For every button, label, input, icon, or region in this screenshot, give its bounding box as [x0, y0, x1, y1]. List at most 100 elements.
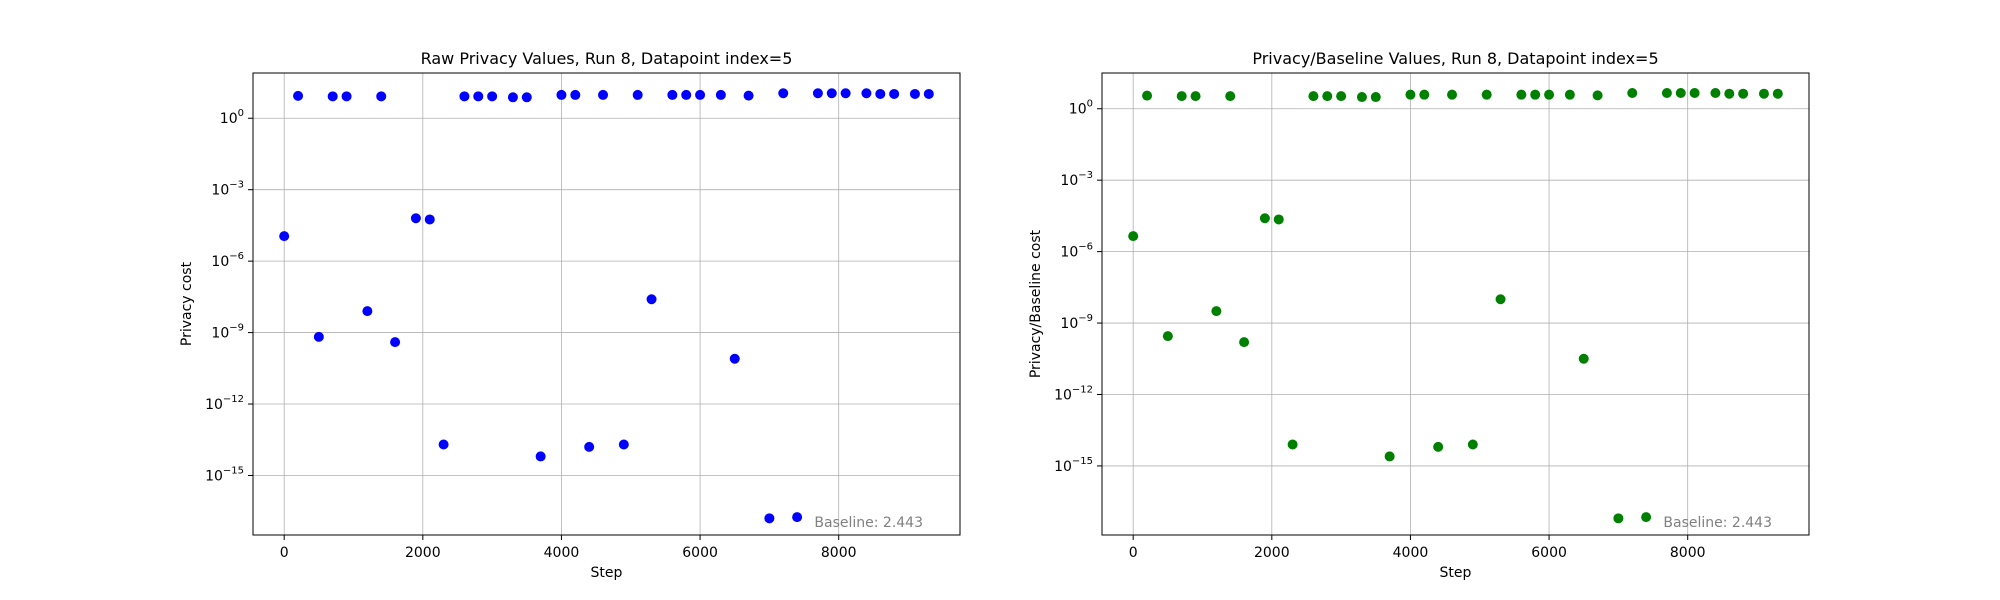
plot-frame	[1101, 72, 1810, 536]
data-point	[1384, 451, 1395, 462]
data-point	[667, 89, 678, 100]
data-point	[1467, 439, 1478, 450]
data-point	[362, 306, 373, 317]
data-point	[826, 88, 837, 99]
data-point	[923, 88, 934, 99]
baseline-annotation: Baseline: 2.443	[814, 515, 923, 531]
data-point	[1661, 88, 1672, 99]
data-point	[424, 214, 435, 225]
data-point	[1433, 441, 1444, 452]
data-point	[327, 91, 338, 102]
chart-title: Privacy/Baseline Values, Run 8, Datapoin…	[1252, 49, 1658, 68]
x-axis-label: Step	[1440, 565, 1472, 581]
y-tick-label: 10−3	[1060, 170, 1093, 189]
data-point	[1322, 91, 1333, 102]
data-point	[438, 439, 449, 450]
x-tick-label: 4000	[1393, 545, 1429, 561]
data-point	[1405, 89, 1416, 100]
data-point	[1675, 88, 1686, 99]
data-point	[313, 331, 324, 342]
x-tick-label: 6000	[1531, 545, 1567, 561]
data-point	[646, 294, 657, 305]
data-point	[1128, 231, 1139, 242]
chart-privacy-baseline: 0 2000 4000 6000 8000 100 10−3 10−6 10−9 10−12 10−…	[1028, 49, 1810, 581]
data-point	[1273, 214, 1284, 225]
data-point	[1370, 92, 1381, 103]
data-point	[1447, 89, 1458, 100]
y-tick-label: 10−3	[211, 180, 244, 199]
data-point	[584, 441, 595, 452]
data-point	[570, 89, 581, 100]
y-tick-label: 10−12	[205, 394, 244, 413]
y-tick-label: 10−6	[1060, 242, 1093, 261]
data-point	[1564, 89, 1575, 100]
data-point	[376, 91, 387, 102]
data-point	[1190, 91, 1201, 102]
data-point	[293, 90, 304, 101]
y-axis-label: Privacy/Baseline cost	[1028, 229, 1044, 378]
grid	[253, 73, 960, 535]
data-point	[410, 213, 421, 224]
chart-raw-privacy: 0 2000 4000 6000 8000 100 10−3 10−6 10−9 10−12 10−…	[179, 49, 961, 581]
data-point	[473, 91, 484, 102]
data-point	[1239, 337, 1250, 348]
data-point	[909, 88, 920, 99]
data-point	[840, 88, 851, 99]
x-tick-label: 8000	[821, 545, 857, 561]
data-point	[1308, 91, 1319, 102]
x-axis-label: Step	[591, 565, 623, 581]
data-point	[715, 89, 726, 100]
x-tick-label: 4000	[544, 545, 580, 561]
data-point	[1613, 513, 1624, 524]
data-points	[1128, 88, 1783, 524]
data-point	[1419, 89, 1430, 100]
data-point	[1142, 90, 1153, 101]
y-tick-label: 10−15	[205, 465, 244, 484]
data-point	[1592, 90, 1603, 101]
data-point	[632, 89, 643, 100]
data-point	[1481, 89, 1492, 100]
data-point	[1356, 92, 1367, 103]
data-point	[1724, 88, 1735, 99]
data-point	[764, 513, 775, 524]
data-point	[535, 451, 546, 462]
y-tick-label: 100	[220, 108, 244, 127]
data-point	[1336, 91, 1347, 102]
data-point	[521, 92, 532, 103]
data-point	[861, 88, 872, 99]
data-point	[1689, 88, 1700, 99]
x-tick-label: 2000	[405, 545, 441, 561]
data-point	[1211, 306, 1222, 317]
data-point	[778, 88, 789, 99]
data-point	[743, 90, 754, 101]
y-tick-label: 10−15	[1054, 456, 1093, 475]
data-point	[1578, 353, 1589, 364]
data-point	[1225, 91, 1236, 102]
y-tick-label: 10−9	[211, 323, 244, 342]
data-points	[279, 88, 934, 524]
data-point	[1772, 88, 1783, 99]
x-tick-label: 2000	[1254, 545, 1290, 561]
x-tick-label: 0	[280, 545, 289, 561]
data-point	[459, 91, 470, 102]
data-point	[279, 231, 290, 242]
data-point	[1530, 89, 1541, 100]
x-tick-label: 0	[1129, 545, 1138, 561]
chart-title: Raw Privacy Values, Run 8, Datapoint ind…	[421, 49, 793, 68]
data-point	[875, 88, 886, 99]
data-point	[1516, 89, 1527, 100]
data-point	[792, 512, 803, 523]
data-point	[618, 439, 629, 450]
x-tick-label: 8000	[1670, 545, 1706, 561]
data-point	[1259, 213, 1270, 224]
data-point	[1162, 331, 1173, 342]
data-point	[598, 89, 609, 100]
data-point	[681, 89, 692, 100]
data-point	[1738, 88, 1749, 99]
data-point	[1758, 88, 1769, 99]
data-point	[1641, 512, 1652, 523]
data-point	[507, 92, 518, 103]
y-tick-label: 10−6	[211, 251, 244, 270]
data-point	[1287, 439, 1298, 450]
